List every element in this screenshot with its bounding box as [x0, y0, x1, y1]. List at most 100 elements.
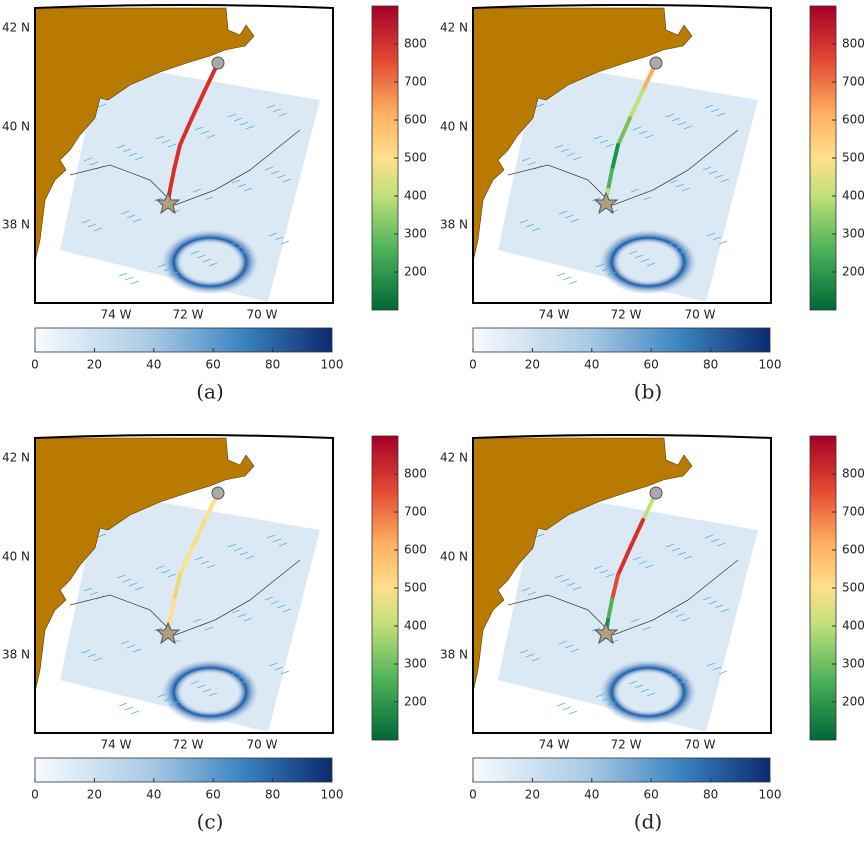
current-arrow	[276, 604, 286, 609]
current-arrow	[683, 125, 693, 130]
ocean-field	[498, 62, 758, 302]
lat-label: 42 N	[440, 21, 468, 35]
panel: 42 N40 N38 N74 W 72 W 70 W2003004005006007…	[440, 434, 865, 834]
current-arrow	[521, 157, 531, 162]
depth-tick-label: 100	[759, 358, 782, 372]
current-arrow	[93, 227, 103, 232]
current-arrow	[710, 108, 720, 113]
current-arrow	[237, 613, 247, 618]
current-arrow	[714, 604, 724, 609]
current-arrow	[81, 649, 91, 654]
lon-label: 70 W	[247, 308, 278, 322]
current-arrow	[272, 538, 282, 543]
current-arrow	[675, 183, 685, 188]
current-arrow	[638, 560, 648, 565]
depth-colorbar	[472, 757, 771, 783]
depth-tick-label: 0	[31, 788, 39, 802]
speed-tick-label: 300	[842, 657, 865, 671]
speed-tick-label: 700	[404, 505, 427, 519]
speed-tick-label: 600	[842, 543, 865, 557]
start-point	[211, 56, 225, 70]
depth-tick-label: 100	[321, 358, 344, 372]
current-arrow	[169, 271, 179, 276]
current-arrow	[646, 262, 656, 267]
current-arrow	[638, 130, 648, 135]
current-arrow	[116, 574, 126, 579]
speed-colorbar	[371, 435, 399, 741]
current-arrow	[712, 666, 722, 671]
start-point	[649, 56, 663, 70]
speed-tick-label: 200	[842, 265, 865, 279]
current-arrow	[272, 108, 282, 113]
current-arrow	[116, 144, 126, 149]
ocean-field	[60, 492, 320, 732]
current-arrow	[566, 582, 576, 587]
shelf-contour	[69, 559, 301, 636]
current-arrow	[266, 104, 276, 109]
current-arrow	[683, 555, 693, 560]
current-arrow	[124, 276, 134, 281]
track	[606, 598, 614, 622]
current-arrow	[274, 666, 284, 671]
current-arrow	[163, 697, 173, 702]
current-arrow	[83, 587, 93, 592]
speed-tick-label: 700	[842, 75, 865, 89]
map-border	[472, 4, 772, 304]
shelf-contour	[507, 129, 739, 206]
current-arrow	[227, 543, 237, 548]
current-arrow	[190, 680, 200, 685]
lat-label: 38 N	[440, 648, 468, 662]
current-arrow	[229, 241, 239, 246]
current-arrow	[278, 542, 288, 547]
current-arrow	[630, 188, 640, 193]
current-arrow	[282, 608, 292, 613]
panel: 42 N40 N38 N74 W 72 W 70 W2003004005006007…	[2, 4, 427, 404]
lon-label: 70 W	[247, 738, 278, 752]
panel-label: (d)	[634, 810, 662, 834]
map-border	[34, 4, 334, 304]
depth-tick-label: 60	[644, 788, 659, 802]
current-arrow	[677, 121, 687, 126]
shelf-contour	[507, 559, 739, 636]
current-arrow	[634, 254, 644, 259]
panel-label: (b)	[634, 380, 662, 404]
end-point	[593, 191, 619, 215]
current-arrow	[673, 675, 683, 680]
current-arrow	[194, 126, 204, 131]
current-arrow	[167, 573, 177, 578]
current-arrow	[595, 693, 605, 698]
track	[190, 518, 207, 550]
current-arrow	[554, 144, 564, 149]
current-arrow	[155, 565, 165, 570]
current-arrow	[599, 139, 609, 144]
current-arrow	[716, 112, 726, 117]
current-arrow	[554, 574, 564, 579]
speed-tick-label: 800	[842, 467, 865, 481]
track	[168, 598, 176, 622]
current-arrow	[130, 280, 140, 285]
eddy	[600, 660, 696, 724]
lon-label: 74 W	[539, 308, 570, 322]
current-arrow	[560, 148, 570, 153]
current-arrow	[712, 236, 722, 241]
current-arrow	[704, 534, 714, 539]
current-arrow	[632, 556, 642, 561]
current-arrow	[194, 556, 204, 561]
map-border	[34, 434, 334, 734]
depth-tick-label: 20	[87, 788, 102, 802]
eddy	[162, 230, 258, 294]
current-arrow	[630, 618, 640, 623]
depth-colorbar	[34, 757, 333, 783]
track	[610, 143, 620, 172]
current-arrow	[519, 649, 529, 654]
lon-label: 70 W	[685, 308, 716, 322]
speed-tick-label: 300	[842, 227, 865, 241]
current-arrow	[593, 135, 603, 140]
current-arrow	[155, 135, 165, 140]
current-arrow	[667, 241, 677, 246]
speed-tick-label: 800	[404, 37, 427, 51]
current-arrow	[202, 688, 212, 693]
current-arrow	[718, 240, 728, 245]
depth-tick-label: 40	[146, 788, 161, 802]
